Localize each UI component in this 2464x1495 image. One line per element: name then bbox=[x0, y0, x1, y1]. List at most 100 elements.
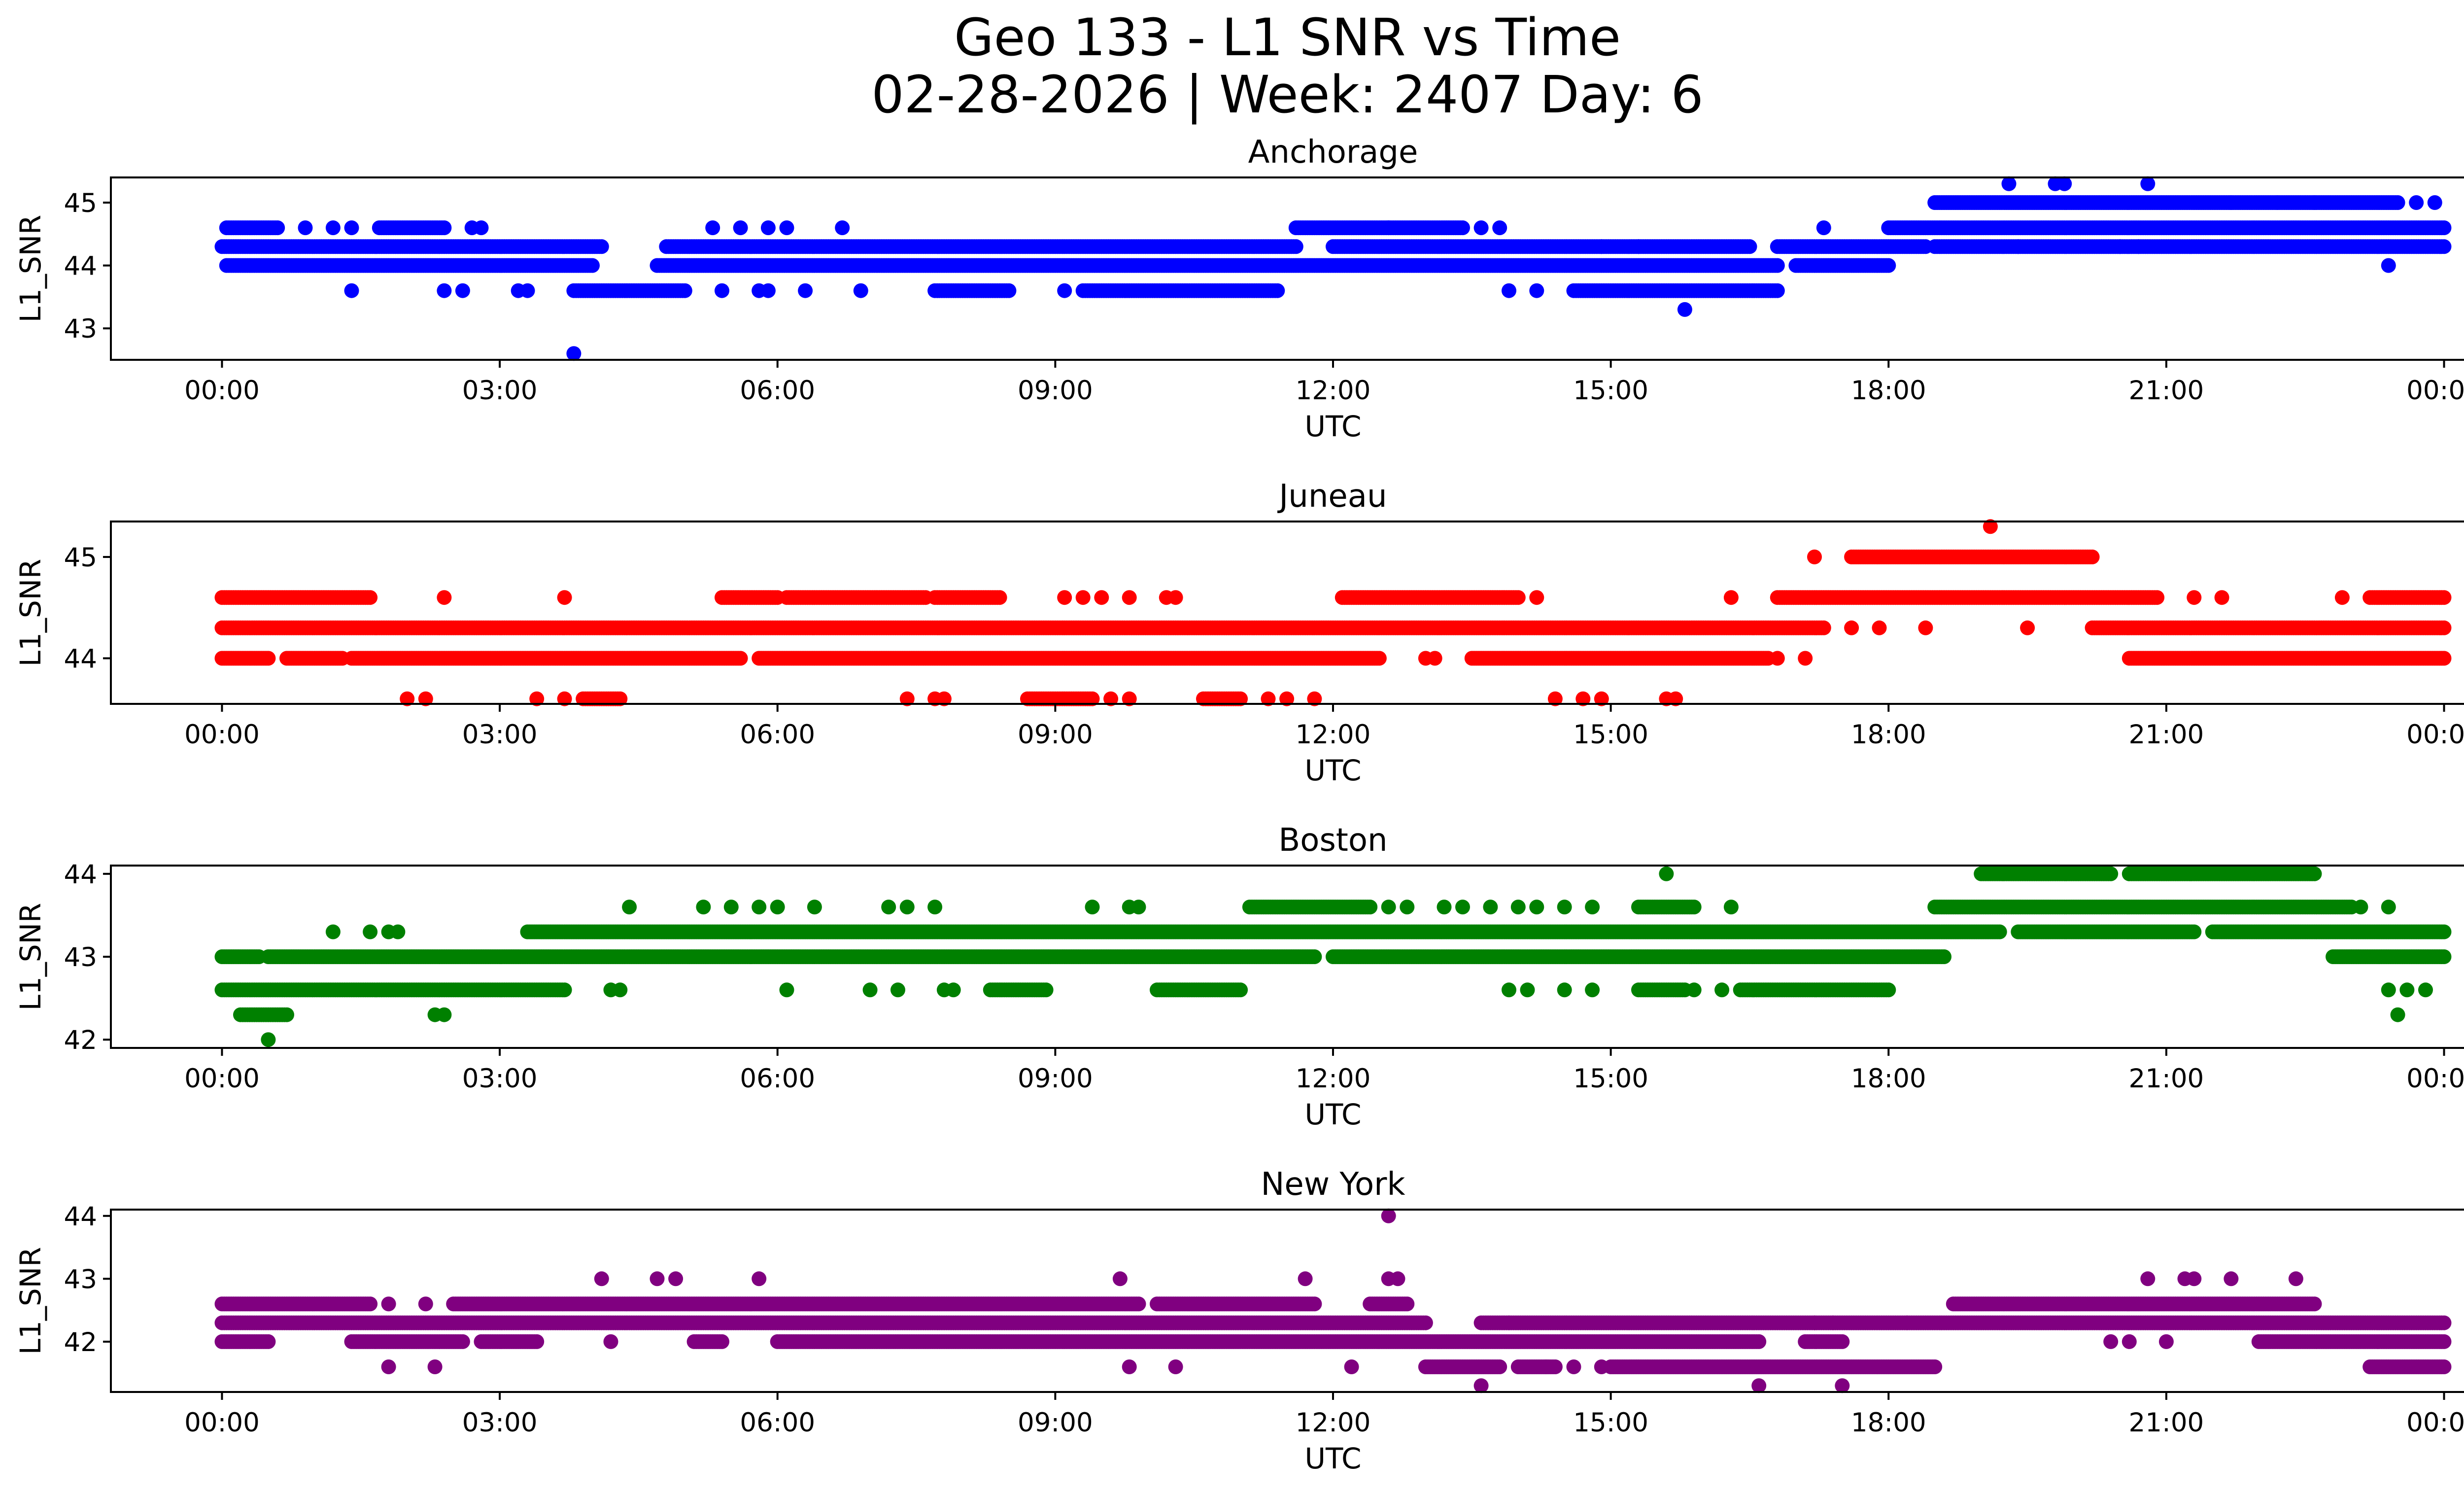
data-point bbox=[1807, 549, 1822, 564]
data-point bbox=[2307, 195, 2322, 210]
data-point bbox=[733, 651, 748, 666]
data-point bbox=[566, 346, 582, 361]
data-point bbox=[2187, 590, 2202, 605]
data-point bbox=[613, 691, 628, 706]
x-tick-label: 18:00 bbox=[1851, 720, 1926, 750]
data-point bbox=[363, 590, 378, 605]
data-point bbox=[520, 283, 535, 298]
data-point bbox=[1057, 590, 1072, 605]
data-point bbox=[2085, 549, 2100, 564]
data-point bbox=[1983, 519, 1998, 534]
data-point bbox=[529, 691, 545, 706]
data-point bbox=[1844, 620, 1859, 635]
x-tick-label: 09:00 bbox=[1018, 720, 1093, 750]
data-point bbox=[1427, 651, 1442, 666]
x-axis-label: UTC bbox=[1305, 410, 1362, 443]
data-point bbox=[594, 239, 609, 254]
data-point bbox=[474, 220, 489, 236]
data-point bbox=[1233, 691, 1248, 706]
data-point bbox=[705, 220, 720, 236]
panel-boston: 00:00 03:00 06:00 09:00 12:00 15:00 18:00 21:00… bbox=[14, 822, 2464, 1131]
data-point bbox=[2270, 195, 2285, 210]
figure-title: Geo 133 - L1 SNR vs Time 02-28-2026 | We… bbox=[0, 9, 2464, 123]
data-point bbox=[1502, 283, 1516, 298]
data-point bbox=[585, 258, 600, 273]
data-point bbox=[1723, 590, 1739, 605]
data-point bbox=[400, 691, 415, 706]
data-point bbox=[1770, 258, 1785, 273]
data-point bbox=[1631, 239, 1646, 254]
data-point bbox=[1668, 691, 1683, 706]
data-point bbox=[1057, 283, 1072, 298]
x-tick-label: 06:00 bbox=[740, 720, 815, 750]
data-point bbox=[1455, 220, 1470, 236]
data-point bbox=[1798, 651, 1813, 666]
data-point bbox=[1094, 590, 1109, 605]
data-point bbox=[1510, 590, 1526, 605]
data-point bbox=[2436, 620, 2452, 635]
y-tick-label: 43 bbox=[64, 314, 97, 344]
x-tick-label: 03:00 bbox=[462, 376, 538, 406]
data-point bbox=[1168, 590, 1183, 605]
y-tick-label: 44 bbox=[64, 251, 97, 281]
data-point bbox=[760, 220, 776, 236]
data-point bbox=[2131, 239, 2146, 254]
y-axis-label: L1_SNR bbox=[14, 559, 47, 667]
data-point bbox=[437, 283, 452, 298]
y-tick-label: 45 bbox=[64, 543, 97, 573]
axes-frame-juneau bbox=[110, 521, 2464, 705]
y-tick-label: 44 bbox=[64, 644, 97, 674]
data-point bbox=[1122, 590, 1137, 605]
data-point bbox=[1677, 302, 1692, 317]
data-point bbox=[2409, 195, 2424, 210]
data-point bbox=[1085, 691, 1100, 706]
data-point bbox=[1307, 691, 1322, 706]
data-point bbox=[2334, 590, 2350, 605]
data-point bbox=[2001, 176, 2017, 191]
x-axis-label: UTC bbox=[1305, 754, 1362, 787]
panel-title-anchorage: Anchorage bbox=[1248, 134, 1418, 171]
x-tick-label: 00:00 bbox=[184, 376, 260, 406]
data-point bbox=[853, 283, 868, 298]
data-point bbox=[437, 220, 452, 236]
figure-title-line-2: 02-28-2026 | Week: 2407 Day: 6 bbox=[871, 65, 1704, 125]
data-point bbox=[715, 283, 729, 298]
data-point bbox=[2113, 239, 2127, 254]
data-point bbox=[1261, 691, 1276, 706]
data-point bbox=[779, 220, 794, 236]
data-point bbox=[1881, 258, 1896, 273]
data-point bbox=[261, 651, 276, 666]
panel-title-juneau: Juneau bbox=[1277, 478, 1387, 515]
x-tick-label: 15:00 bbox=[1573, 376, 1648, 406]
data-point bbox=[1529, 283, 1544, 298]
data-point bbox=[2436, 220, 2452, 236]
data-point bbox=[270, 220, 285, 236]
x-tick-label: 12:00 bbox=[1296, 376, 1371, 406]
data-point bbox=[798, 283, 813, 298]
data-point bbox=[455, 283, 470, 298]
data-point bbox=[1279, 691, 1295, 706]
y-axis-label: L1_SNR bbox=[14, 215, 47, 323]
data-point bbox=[418, 691, 433, 706]
data-point bbox=[1918, 620, 1933, 635]
data-point bbox=[2381, 258, 2396, 273]
data-point bbox=[1288, 239, 1303, 254]
data-point bbox=[936, 691, 952, 706]
x-tick-label: 00:00 bbox=[184, 720, 260, 750]
y-tick-label: 45 bbox=[64, 188, 97, 218]
points-juneau bbox=[214, 519, 2452, 706]
data-point bbox=[1816, 620, 1831, 635]
data-point bbox=[1001, 283, 1017, 298]
data-point bbox=[2436, 651, 2452, 666]
data-point bbox=[557, 691, 572, 706]
data-point bbox=[2057, 176, 2072, 191]
x-tick-label: 12:00 bbox=[1296, 720, 1371, 750]
data-point bbox=[437, 590, 452, 605]
x-tick-label: 18:00 bbox=[1851, 376, 1926, 406]
points-anchorage bbox=[214, 176, 2452, 361]
data-point bbox=[1075, 590, 1091, 605]
data-point bbox=[344, 220, 359, 236]
data-point bbox=[2214, 590, 2229, 605]
data-point bbox=[835, 220, 850, 236]
data-point bbox=[1770, 651, 1785, 666]
